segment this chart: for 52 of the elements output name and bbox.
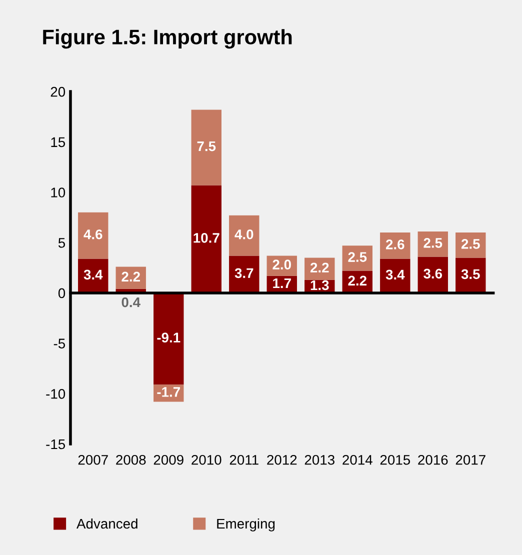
y-tick-label: 5 — [58, 238, 66, 248]
x-tick-label: 2011 — [230, 454, 258, 465]
legend-label: Emerging — [217, 518, 275, 532]
bar — [154, 292, 184, 385]
x-tick-label: 2015 — [380, 454, 410, 465]
data-label: 2.2 — [122, 272, 140, 282]
chart-title: Figure 1.5: Import growth — [43, 29, 292, 49]
data-label: 10.7 — [194, 232, 220, 243]
data-label: 2.2 — [310, 262, 329, 272]
x-tick-label: 2010 — [192, 454, 222, 465]
x-tick-label: 2017 — [456, 454, 486, 465]
x-tick-label: 2013 — [304, 454, 334, 465]
y-tick-label: 15 — [51, 137, 66, 148]
data-label: 2.0 — [272, 260, 291, 270]
data-label: 2.5 — [348, 252, 367, 262]
bar — [229, 256, 260, 293]
y-tick-label: -10 — [46, 388, 66, 399]
y-tick-label: -5 — [54, 338, 66, 348]
data-label: 2.2 — [348, 276, 366, 286]
data-label: 3.4 — [84, 270, 103, 280]
legend-label: Advanced — [76, 518, 138, 529]
y-tick-label: 10 — [51, 188, 66, 198]
data-label: 3.7 — [234, 268, 254, 278]
data-label: 4.0 — [234, 229, 254, 240]
data-label: -9.1 — [157, 332, 180, 343]
x-tick-label: 2012 — [267, 454, 297, 465]
data-label: 1.7 — [273, 278, 291, 288]
x-tick-label: 2016 — [418, 454, 448, 465]
x-tick-label: 2014 — [342, 454, 372, 465]
x-tick-label: 2009 — [154, 454, 184, 465]
y-tick-label: 0 — [58, 288, 66, 298]
bar — [304, 258, 335, 280]
x-tick-label: 2008 — [116, 454, 146, 465]
data-label: 3.6 — [424, 268, 442, 279]
bar — [229, 215, 260, 256]
x-tick-label: 2007 — [78, 454, 108, 465]
bar — [78, 212, 108, 259]
data-label: 1.3 — [310, 280, 329, 290]
data-label: 2.5 — [424, 238, 442, 248]
y-tick-label: 20 — [50, 86, 66, 97]
bar — [191, 110, 222, 186]
bar — [191, 185, 222, 293]
data-label: 4.6 — [84, 229, 102, 240]
data-label: 2.5 — [461, 239, 480, 249]
data-label: -1.7 — [157, 387, 180, 397]
bar — [342, 246, 372, 271]
data-label: 2.6 — [386, 240, 404, 250]
data-label: 0.4 — [122, 297, 140, 308]
data-label: 7.5 — [197, 141, 216, 152]
y-tick-label: -15 — [46, 439, 66, 450]
data-label: 3.4 — [386, 270, 405, 280]
data-label: 3.5 — [461, 269, 480, 280]
